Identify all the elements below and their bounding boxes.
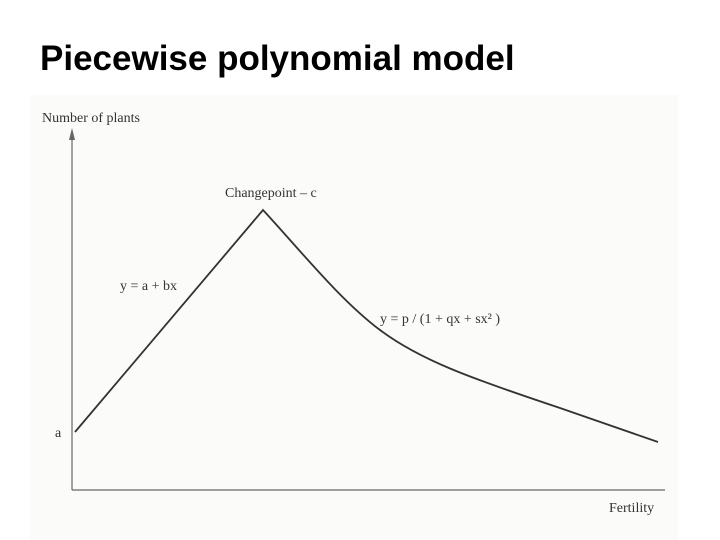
model-curve [74, 208, 659, 443]
y-axis-label: Number of plants [42, 111, 140, 126]
changepoint-label: Changepoint – c [225, 186, 317, 201]
intercept-label: a [55, 426, 62, 441]
axes [69, 128, 665, 491]
linear-equation: y = a + bx [120, 279, 177, 294]
figure-background [30, 95, 678, 540]
curve-equation: y = p / (1 + qx + sx² ) [380, 312, 500, 327]
x-axis-label: Fertility [609, 501, 654, 516]
y-axis-arrow [69, 128, 75, 140]
slide-title: Piecewise polynomial model [40, 39, 515, 78]
